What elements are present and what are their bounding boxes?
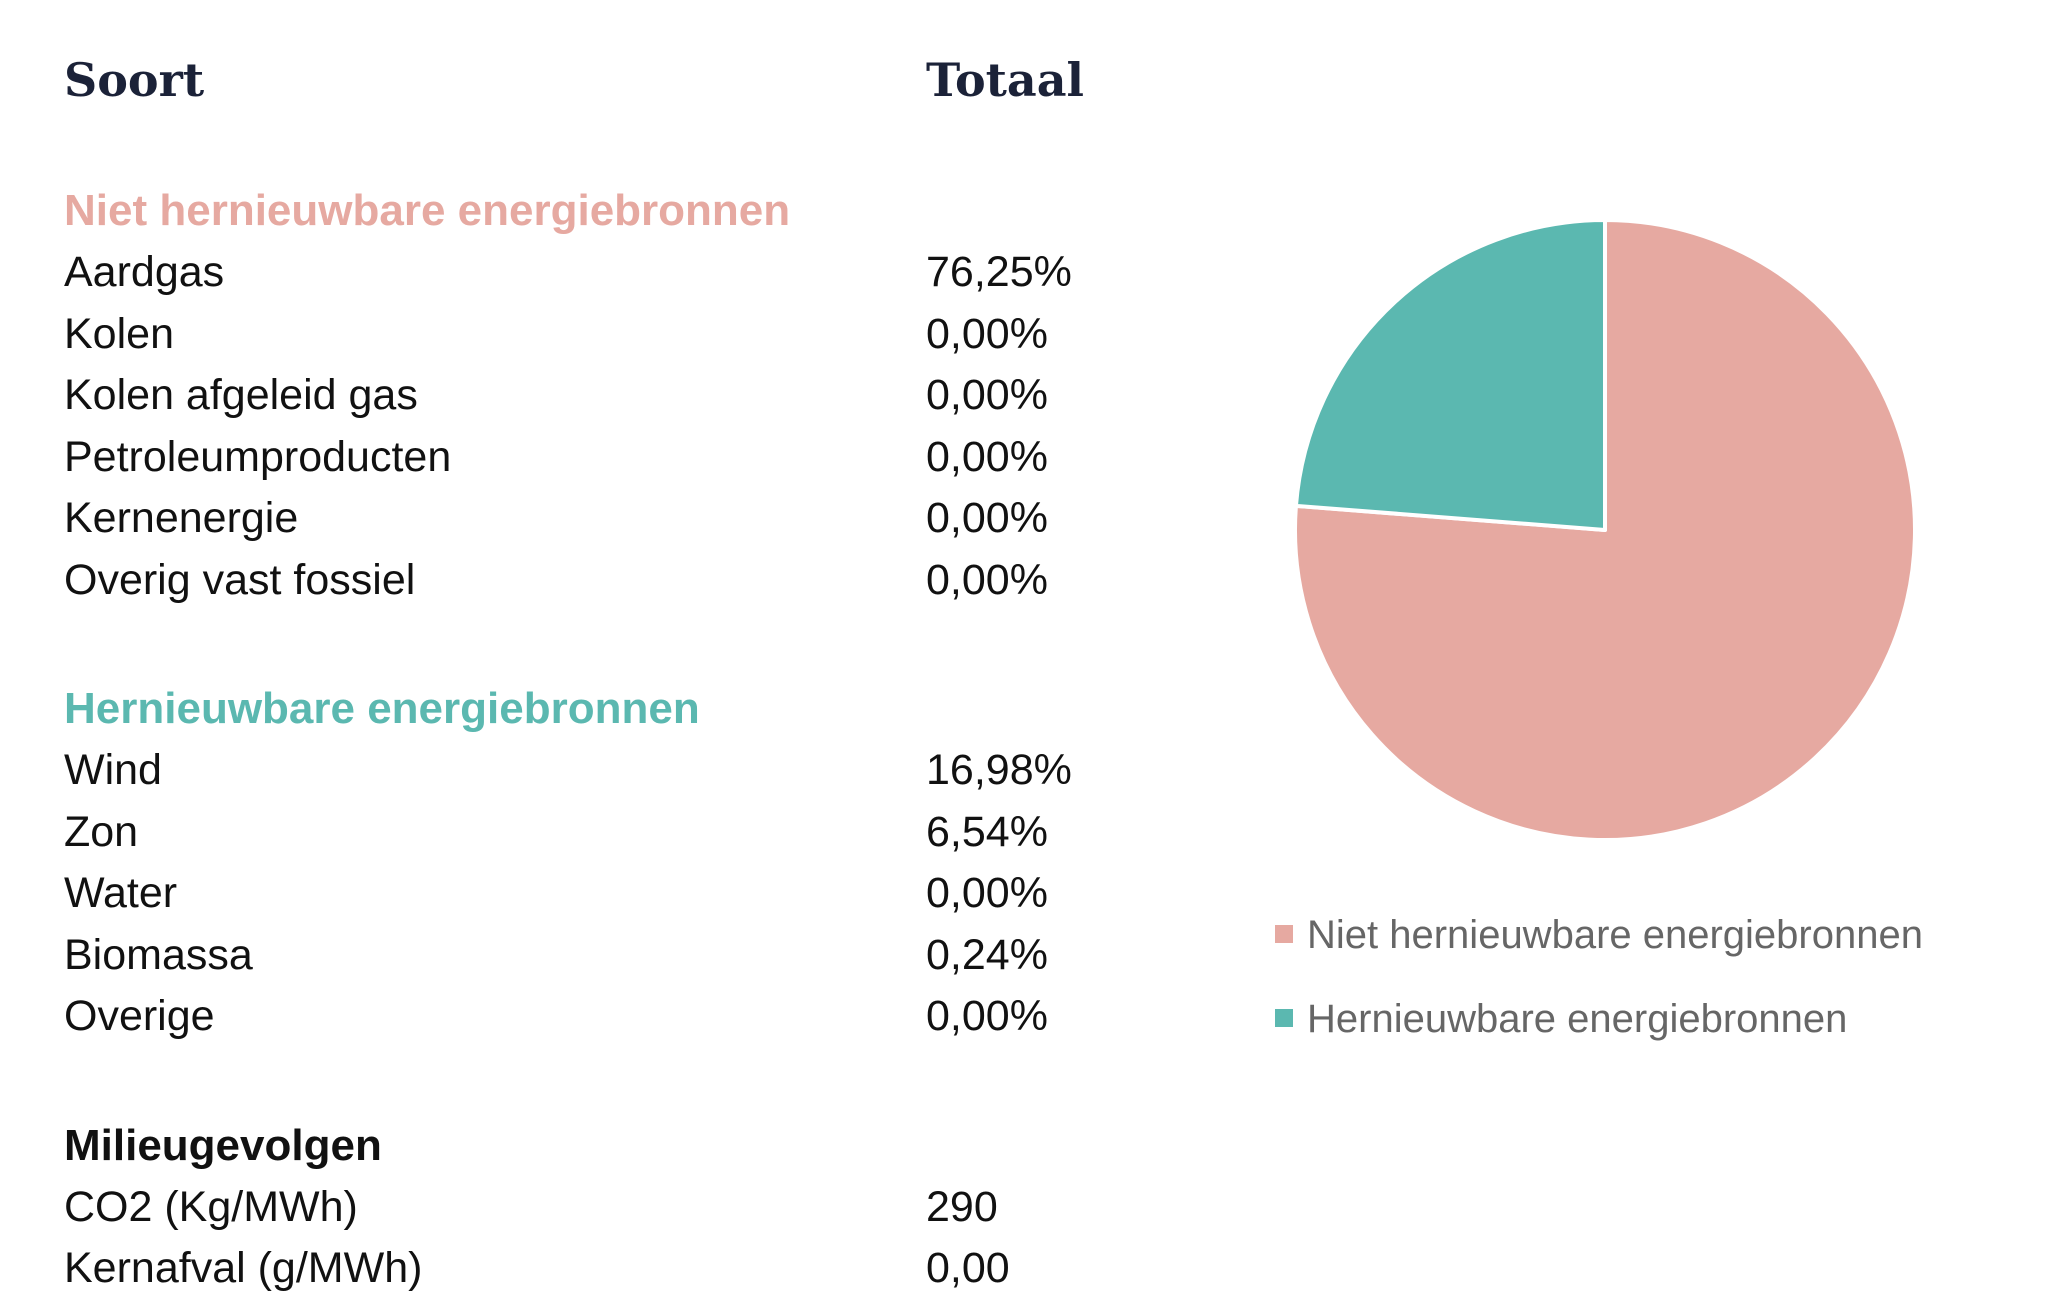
row-value: 16,98%	[926, 746, 1072, 794]
row-label: Kolen afgeleid gas	[64, 371, 418, 419]
row-value: 76,25%	[926, 248, 1072, 296]
table-row: Overige 0,00%	[64, 986, 1164, 1048]
pie-svg	[1293, 218, 1917, 842]
chart-legend: Niet hernieuwbare energiebronnen Hernieu…	[1275, 905, 1923, 1073]
row-label: Kernafval (g/MWh)	[64, 1244, 423, 1292]
column-header-soort: Soort	[64, 53, 205, 107]
table-row: Petroleumproducten 0,00%	[64, 427, 1164, 489]
row-value: 290	[926, 1182, 998, 1231]
table-row: Aardgas 76,25%	[64, 242, 1164, 304]
row-label: Aardgas	[64, 248, 225, 296]
table-row: Kernenergie 0,00%	[64, 488, 1164, 550]
row-label: Petroleumproducten	[64, 432, 452, 481]
group-spacer	[64, 611, 1164, 678]
table-row: Wind 16,98%	[64, 740, 1164, 802]
table-row: CO2 (Kg/MWh) 290	[64, 1177, 1164, 1239]
row-label: CO2 (Kg/MWh)	[64, 1182, 358, 1231]
row-value: 0,00%	[926, 494, 1048, 542]
row-value: 0,24%	[926, 930, 1048, 979]
row-label: Biomassa	[64, 930, 253, 979]
row-label: Zon	[64, 807, 139, 856]
row-label: Kolen	[64, 309, 174, 358]
row-value: 0,00%	[926, 555, 1048, 604]
group-spacer	[64, 1048, 1164, 1115]
row-value: 0,00%	[926, 309, 1048, 358]
row-label: Wind	[64, 746, 162, 794]
row-value: 0,00	[926, 1244, 1010, 1292]
energy-pie-chart	[1290, 215, 1920, 845]
group-title-niet-hernieuwbaar: Niet hernieuwbare energiebronnen	[64, 186, 791, 235]
legend-swatch	[1275, 1009, 1293, 1028]
table-row: Overig vast fossiel 0,00%	[64, 550, 1164, 612]
row-value: 0,00%	[926, 992, 1048, 1040]
table-row: Biomassa 0,24%	[64, 925, 1164, 987]
energy-mix-table: Niet hernieuwbare energiebronnen Aardgas…	[64, 180, 1164, 1300]
table-row: Kolen afgeleid gas 0,00%	[64, 365, 1164, 427]
legend-swatch	[1275, 925, 1293, 944]
group-title-hernieuwbaar: Hernieuwbare energiebronnen	[64, 684, 700, 733]
row-value: 6,54%	[926, 807, 1048, 856]
column-header-totaal: Totaal	[926, 53, 1084, 107]
row-value: 0,00%	[926, 432, 1048, 481]
legend-item-hernieuwbaar[interactable]: Hernieuwbare energiebronnen	[1275, 989, 1923, 1073]
table-row: Water 0,00%	[64, 863, 1164, 925]
table-row: Zon 6,54%	[64, 802, 1164, 864]
row-value: 0,00%	[926, 371, 1048, 419]
row-label: Water	[64, 869, 178, 917]
table-row: Kolen 0,00%	[64, 304, 1164, 366]
legend-label: Niet hernieuwbare energiebronnen	[1307, 913, 1923, 957]
row-value: 0,00%	[926, 869, 1048, 917]
group-title-milieugevolgen: Milieugevolgen	[64, 1120, 382, 1170]
table-row: Kernafval (g/MWh) 0,00	[64, 1238, 1164, 1300]
row-label: Overige	[64, 992, 215, 1040]
pie-slice-hernieuwbaar[interactable]	[1293, 218, 1607, 532]
legend-label: Hernieuwbare energiebronnen	[1307, 997, 1848, 1041]
row-label: Overig vast fossiel	[64, 555, 416, 604]
pie-slice-niet-hernieuwbaar[interactable]	[1293, 218, 1917, 842]
row-label: Kernenergie	[64, 494, 299, 542]
legend-item-niet-hernieuwbaar[interactable]: Niet hernieuwbare energiebronnen	[1275, 905, 1923, 989]
